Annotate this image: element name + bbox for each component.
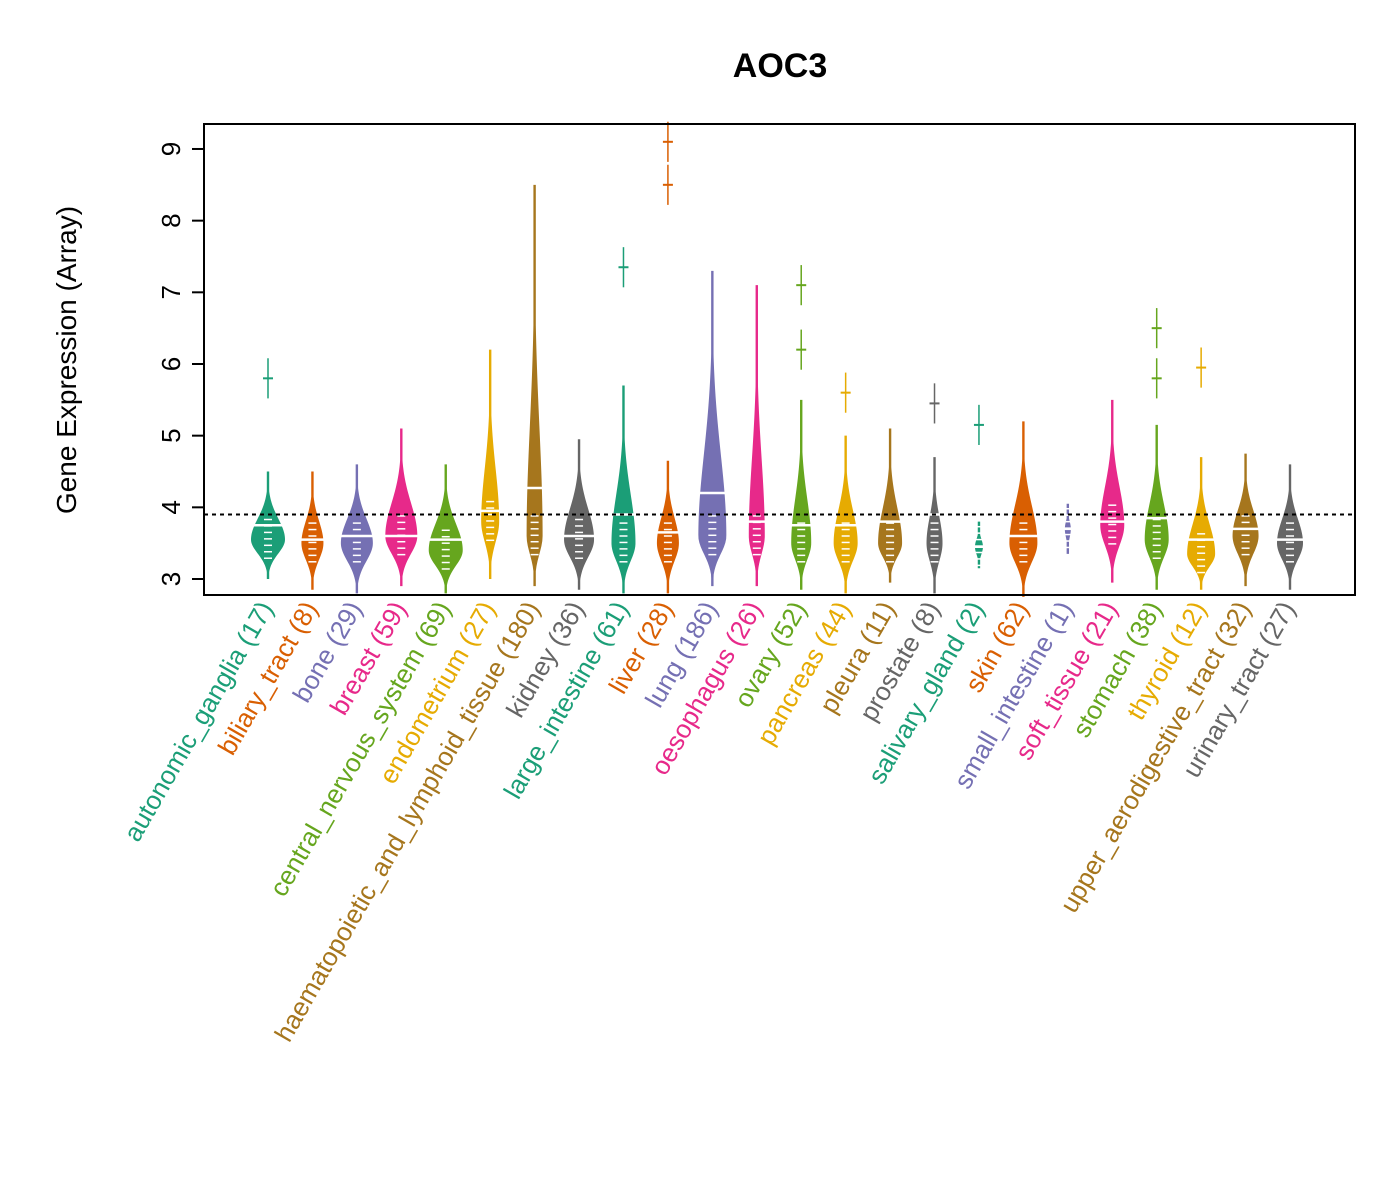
- bean-prostate: [922, 383, 947, 594]
- bean-thyroid: [1183, 347, 1220, 590]
- bean-soft_tissue: [1096, 399, 1129, 583]
- y-tick-label: 9: [156, 142, 186, 156]
- bean-density: [1009, 421, 1038, 597]
- bean-liver: [652, 121, 683, 594]
- bean-density: [1277, 464, 1303, 590]
- bean-density: [878, 428, 903, 583]
- y-tick-label: 6: [156, 357, 186, 371]
- bean-salivary_gland: [970, 404, 987, 569]
- bean-lung: [694, 270, 731, 587]
- bean-density: [1144, 424, 1169, 590]
- bean-ovary: [787, 265, 816, 590]
- bean-endometrium: [477, 349, 504, 579]
- y-tick-label: 8: [156, 213, 186, 227]
- bean-breast: [381, 428, 422, 587]
- bean-oesophagus: [744, 285, 769, 587]
- bean-density: [1187, 457, 1216, 590]
- y-tick-label: 5: [156, 428, 186, 442]
- bean-density: [656, 460, 679, 594]
- y-tick-label: 3: [156, 572, 186, 586]
- bean-density: [1232, 453, 1259, 587]
- bean-urinary_tract: [1273, 464, 1307, 590]
- bean-density: [301, 471, 324, 590]
- bean-stomach: [1140, 308, 1173, 590]
- bean-pancreas: [829, 372, 862, 594]
- bean-bone: [336, 464, 377, 594]
- bean-density: [791, 399, 812, 590]
- bean-density: [385, 428, 418, 587]
- bean-haematopoietic_and_lymphoid_tissue: [522, 184, 547, 587]
- bean-autonomic_ganglia: [247, 358, 289, 579]
- bean-density: [748, 285, 765, 587]
- bean-density: [526, 184, 543, 587]
- bean-density: [564, 439, 595, 590]
- bean-density: [926, 457, 943, 594]
- y-axis-label: Gene Expression (Array): [51, 206, 82, 514]
- bean-upper_aerodigestive_tract: [1228, 453, 1263, 587]
- bean-skin: [1005, 421, 1042, 597]
- bean-large_intestine: [607, 247, 640, 594]
- bean-density: [1100, 399, 1125, 583]
- chart-title: AOC3: [733, 47, 827, 85]
- bean-pleura: [874, 428, 907, 583]
- y-tick-label: 7: [156, 285, 186, 299]
- bean-small_intestine: [1060, 503, 1075, 554]
- plot-frame: [203, 123, 1356, 596]
- bean-density: [481, 349, 500, 579]
- bean-density: [428, 464, 463, 594]
- bean-density: [974, 521, 983, 569]
- bean-central_nervous_system: [424, 464, 467, 594]
- bean-kidney: [560, 439, 599, 590]
- bean-density: [611, 385, 636, 594]
- bean-biliary_tract: [297, 471, 328, 590]
- y-tick-label: 4: [156, 500, 186, 514]
- bean-density: [698, 270, 727, 587]
